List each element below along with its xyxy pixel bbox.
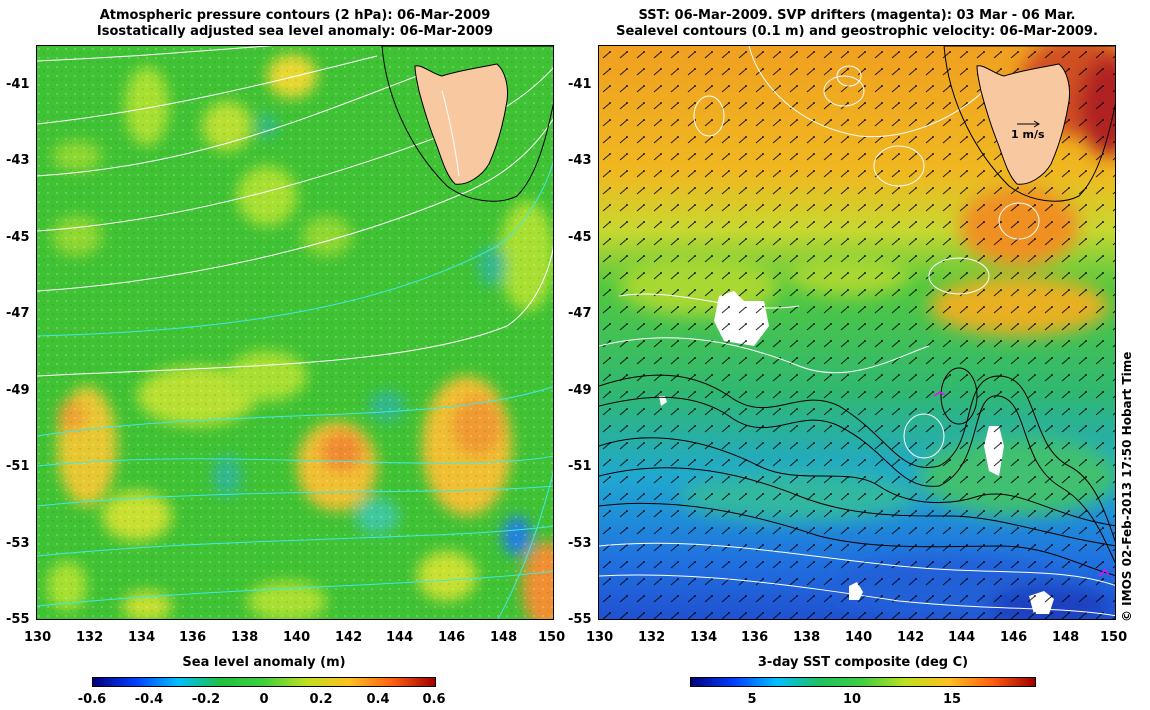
- velocity-scale-label: 1 m/s: [1011, 128, 1045, 141]
- lat-tick: -49: [6, 383, 30, 398]
- lon-tick: 150: [538, 630, 566, 645]
- left-title-line2: Isostatically adjusted sea level anomaly…: [96, 24, 494, 39]
- lat-tick: -47: [568, 306, 592, 321]
- sea-level-anomaly-map[interactable]: [36, 45, 554, 620]
- lon-tick: 138: [793, 630, 821, 645]
- right-map-title: SST: 06-Mar-2009. SVP drifters (magenta)…: [598, 8, 1116, 40]
- lat-tick: -51: [6, 459, 30, 474]
- lon-tick: 140: [845, 630, 873, 645]
- lat-tick: -55: [568, 612, 592, 627]
- colorbar-label: -0.6: [77, 692, 107, 707]
- sst-colorbar-title: 3-day SST composite (deg C): [757, 655, 969, 670]
- lon-tick: 136: [741, 630, 769, 645]
- lon-tick: 134: [690, 630, 718, 645]
- lon-tick: 148: [490, 630, 518, 645]
- lat-tick: -41: [568, 77, 592, 92]
- imos-credit: © IMOS 02-Feb-2013 17:50 Hobart Time: [1120, 351, 1134, 622]
- colorbar-label: 10: [842, 692, 862, 707]
- lon-tick: 146: [438, 630, 466, 645]
- lat-tick: -45: [6, 230, 30, 245]
- sst-colorbar: [690, 677, 1036, 687]
- sea-level-colorbar-title: Sea level anomaly (m): [182, 655, 346, 670]
- lat-tick: -47: [6, 306, 30, 321]
- right-title-line1: SST: 06-Mar-2009. SVP drifters (magenta)…: [638, 8, 1076, 23]
- lat-tick: -43: [568, 153, 592, 168]
- lon-tick: 132: [76, 630, 104, 645]
- colorbar-label: 15: [942, 692, 962, 707]
- lon-tick: 134: [128, 630, 156, 645]
- lon-tick: 130: [586, 630, 614, 645]
- lon-tick: 150: [1100, 630, 1128, 645]
- lon-tick: 142: [335, 630, 363, 645]
- sst-map[interactable]: 1 m/s: [598, 45, 1116, 620]
- lat-tick: -51: [568, 459, 592, 474]
- lon-tick: 148: [1052, 630, 1080, 645]
- left-map-title: Atmospheric pressure contours (2 hPa): 0…: [36, 8, 554, 40]
- lon-tick: 144: [386, 630, 414, 645]
- tasmania-land: [414, 63, 508, 185]
- colorbar-label: -0.4: [134, 692, 164, 707]
- lon-tick: 144: [948, 630, 976, 645]
- sea-level-colorbar: [92, 677, 436, 687]
- left-title-line1: Atmospheric pressure contours (2 hPa): 0…: [99, 8, 491, 23]
- lon-tick: 146: [1000, 630, 1028, 645]
- right-title-line2: Sealevel contours (0.1 m) and geostrophi…: [616, 24, 1098, 39]
- colorbar-label: 0.2: [309, 692, 333, 707]
- lon-tick: 140: [283, 630, 311, 645]
- lon-tick: 138: [231, 630, 259, 645]
- colorbar-label: 0.4: [366, 692, 390, 707]
- lon-tick: 130: [24, 630, 52, 645]
- lat-tick: -55: [6, 612, 30, 627]
- lon-tick: 132: [638, 630, 666, 645]
- colorbar-label: 0.6: [422, 692, 446, 707]
- lon-tick: 142: [897, 630, 925, 645]
- lat-tick: -49: [568, 383, 592, 398]
- colorbar-label: 5: [747, 692, 757, 707]
- lat-tick: -53: [6, 536, 30, 551]
- colorbar-label: 0: [259, 692, 269, 707]
- lat-tick: -43: [6, 153, 30, 168]
- lat-tick: -45: [568, 230, 592, 245]
- lat-tick: -41: [6, 77, 30, 92]
- lon-tick: 136: [179, 630, 207, 645]
- lat-tick: -53: [568, 536, 592, 551]
- colorbar-label: -0.2: [191, 692, 221, 707]
